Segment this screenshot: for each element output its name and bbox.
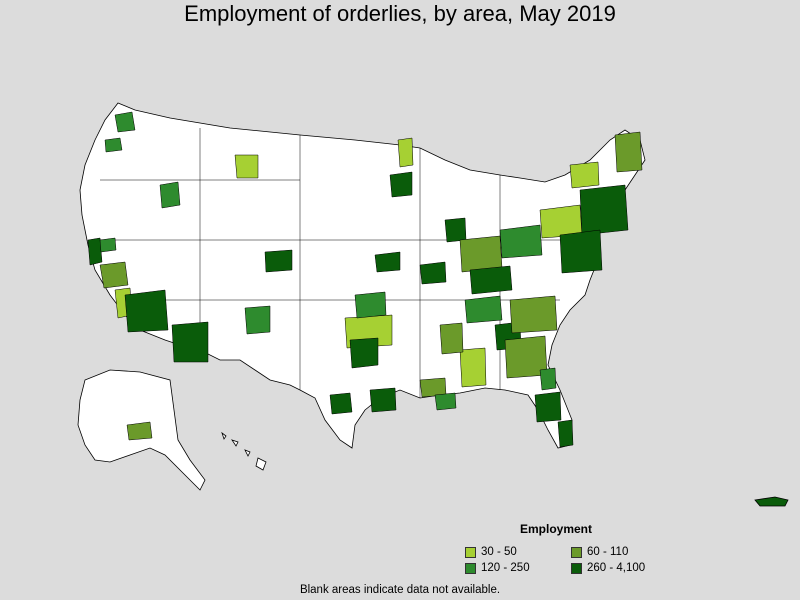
area-new-orleans — [434, 392, 457, 411]
legend-item-120-250: 120 - 250 — [465, 562, 530, 574]
legend-swatch — [465, 562, 476, 574]
puerto-rico-landmass — [754, 496, 789, 507]
legend-item-260-4100: 260 - 4,100 — [571, 562, 645, 574]
area-alabama — [459, 347, 487, 388]
footnote: Blank areas indicate data not available. — [299, 584, 501, 596]
legend-swatch — [571, 562, 582, 574]
area-tennessee — [464, 295, 503, 324]
area-mississippi — [439, 322, 464, 355]
area-midwest-1 — [459, 235, 503, 273]
area-mid-atlantic — [559, 229, 603, 274]
legend-title: Employment — [520, 522, 593, 536]
legend-swatch — [571, 546, 582, 558]
hawaii-islands — [221, 431, 267, 471]
area-northeast — [579, 184, 629, 236]
area-slc — [234, 154, 259, 179]
area-maine — [614, 131, 643, 173]
area-san-antonio — [329, 392, 353, 415]
legend-label: 260 - 4,100 — [587, 562, 646, 574]
legend-label: 30 - 50 — [481, 546, 517, 558]
legend-label: 120 - 250 — [481, 562, 530, 574]
map-title: Employment of orderlies, by area, May 20… — [184, 1, 616, 26]
area-borders — [100, 128, 560, 398]
area-ohio — [499, 224, 543, 259]
area-nw-montana — [397, 137, 414, 168]
area-fresno — [99, 261, 129, 289]
area-denver — [264, 249, 293, 273]
area-dfw-core — [349, 337, 379, 369]
area-kc — [374, 251, 401, 273]
area-vermont — [569, 161, 600, 189]
area-houston — [369, 387, 397, 413]
area-carolinas — [509, 295, 558, 334]
area-sacramento — [99, 237, 117, 253]
area-boise — [159, 181, 181, 209]
legend-item-30-50: 30 - 50 — [465, 546, 517, 558]
area-midwest-2 — [469, 265, 513, 295]
area-sf-bay — [87, 237, 103, 266]
area-albuquerque — [244, 305, 271, 335]
area-jacksonville — [539, 367, 557, 391]
area-portland — [104, 137, 123, 153]
legend-swatch — [465, 546, 476, 558]
area-oklahoma — [354, 291, 387, 319]
area-seattle — [114, 111, 136, 133]
area-minneapolis — [389, 171, 413, 198]
area-chicago — [444, 217, 467, 243]
area-st-louis — [419, 261, 447, 285]
area-socal-inland — [124, 289, 169, 333]
legend-item-60-110: 60 - 110 — [571, 546, 628, 558]
employment-areas — [87, 111, 643, 448]
area-tampa — [534, 391, 562, 423]
legend-label: 60 - 110 — [587, 546, 629, 558]
area-alaska-anchorage — [126, 421, 153, 441]
area-miami — [557, 419, 574, 448]
area-phoenix — [171, 321, 209, 363]
